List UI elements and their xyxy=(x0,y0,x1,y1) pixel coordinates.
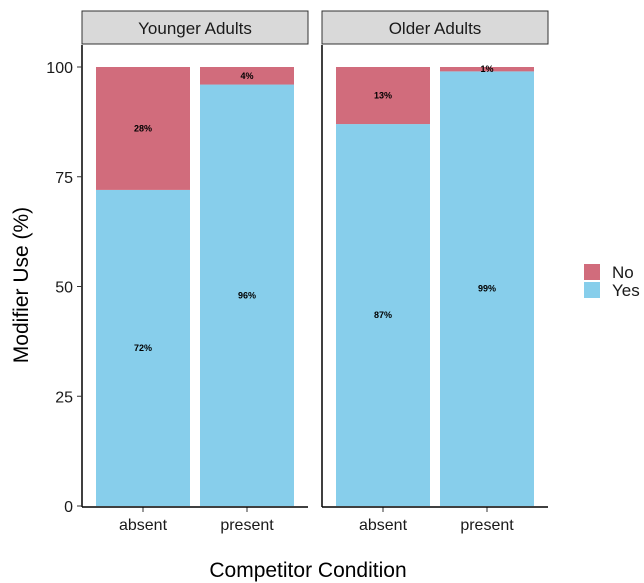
y-tick-label: 0 xyxy=(64,499,73,516)
data-label: 28% xyxy=(134,123,152,133)
x-tick-label: absent xyxy=(359,517,408,534)
x-axis-title: Competitor Condition xyxy=(209,559,406,582)
data-label: 13% xyxy=(374,91,392,101)
legend-key-yes xyxy=(584,282,600,298)
bar-segment-no xyxy=(200,67,294,85)
facet-strip xyxy=(81,10,309,45)
data-label: 72% xyxy=(134,343,152,353)
facet-strip-label: Younger Adults xyxy=(138,19,252,38)
facet-strip-label: Older Adults xyxy=(389,19,482,38)
bar-segment-no xyxy=(440,67,534,72)
facet-panel-1: Younger Adults 72% 28% absent 96% 4% present xyxy=(81,10,309,534)
bar-segment-yes xyxy=(440,71,534,506)
bar-segment-yes xyxy=(336,124,430,506)
y-tick-label: 50 xyxy=(55,280,73,297)
data-label: 96% xyxy=(238,290,256,300)
y-tick-label: 25 xyxy=(55,389,73,406)
legend-label-yes: Yes xyxy=(612,281,640,300)
facet-strip xyxy=(321,10,549,45)
legend-key-no xyxy=(584,264,600,280)
bar-segment-no xyxy=(96,67,190,190)
y-tick-label: 100 xyxy=(46,60,73,77)
x-tick-label: present xyxy=(460,517,514,534)
legend-label-no: No xyxy=(612,263,634,282)
data-label: 4% xyxy=(240,71,253,81)
bar-segment-yes xyxy=(200,84,294,506)
y-tick-label: 75 xyxy=(55,170,73,187)
bar-segment-no xyxy=(336,67,430,125)
x-tick-label: present xyxy=(220,517,274,534)
facet-panel-2: Older Adults 87% 13% absent 99% 1% present xyxy=(321,10,549,534)
bar-segment-yes xyxy=(96,189,190,507)
data-label: 87% xyxy=(374,310,392,320)
data-label: 99% xyxy=(478,284,496,294)
y-axis-title: Modifier Use (%) xyxy=(10,207,33,363)
data-label: 1% xyxy=(480,64,493,74)
x-tick-label: absent xyxy=(119,517,168,534)
